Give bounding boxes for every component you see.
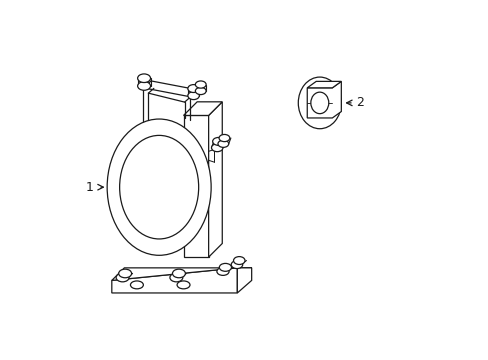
Ellipse shape [219, 264, 231, 271]
Polygon shape [306, 81, 341, 118]
Ellipse shape [231, 261, 242, 269]
Ellipse shape [233, 257, 244, 265]
Polygon shape [183, 102, 222, 116]
Ellipse shape [219, 134, 229, 141]
Polygon shape [208, 102, 222, 257]
Ellipse shape [120, 135, 198, 239]
Ellipse shape [217, 267, 228, 275]
Polygon shape [112, 268, 251, 280]
Ellipse shape [211, 144, 223, 152]
Ellipse shape [298, 77, 341, 129]
Ellipse shape [119, 269, 131, 278]
Ellipse shape [187, 92, 199, 100]
Polygon shape [306, 81, 341, 88]
Ellipse shape [116, 273, 129, 282]
Ellipse shape [218, 140, 228, 147]
Polygon shape [237, 268, 251, 293]
Ellipse shape [137, 74, 150, 82]
Polygon shape [112, 268, 237, 293]
Text: 1: 1 [85, 181, 93, 194]
Text: 2: 2 [355, 96, 363, 109]
Ellipse shape [177, 281, 190, 289]
Ellipse shape [187, 85, 199, 93]
Ellipse shape [130, 281, 143, 289]
Ellipse shape [310, 92, 328, 114]
Ellipse shape [137, 82, 150, 90]
Ellipse shape [172, 269, 185, 278]
Ellipse shape [195, 81, 206, 88]
Ellipse shape [107, 119, 211, 255]
Ellipse shape [169, 273, 183, 282]
Ellipse shape [195, 87, 206, 95]
Ellipse shape [212, 138, 224, 145]
Polygon shape [183, 116, 208, 257]
